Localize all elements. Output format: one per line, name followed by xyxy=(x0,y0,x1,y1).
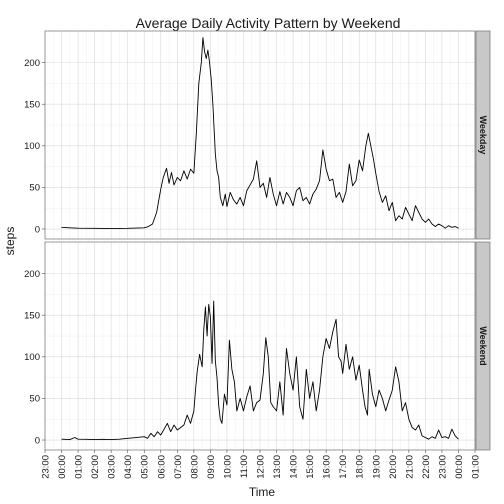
x-tick-label: 16:00 xyxy=(322,455,333,479)
y-tick-label: 50 xyxy=(29,394,40,405)
x-tick-label: 23:00 xyxy=(437,455,448,479)
x-tick-label: 19:00 xyxy=(371,455,382,479)
facet-strip-label: Weekend xyxy=(478,326,488,365)
x-tick-label: 14:00 xyxy=(289,455,300,479)
facet-strip xyxy=(475,30,491,240)
x-tick-label: 17:00 xyxy=(338,455,349,479)
y-tick-label: 200 xyxy=(24,58,40,69)
x-tick-label: 01:00 xyxy=(471,455,482,479)
x-tick-label: 11:00 xyxy=(239,455,250,478)
panel-border xyxy=(44,30,476,240)
facet-panels: 0 50 100 150 200 Weekday 0 50 100 150 200 Weekend xyxy=(24,30,491,451)
x-tick-label: 07:00 xyxy=(173,455,184,479)
x-tick-label: 09:00 xyxy=(206,455,217,479)
y-tick-label: 150 xyxy=(24,311,40,322)
facet-strip xyxy=(475,241,491,451)
x-tick-label: 13:00 xyxy=(272,455,283,479)
x-tick-label: 15:00 xyxy=(305,455,316,479)
x-tick-label: 02:00 xyxy=(90,455,101,479)
y-tick-label: 0 xyxy=(35,224,40,235)
y-tick-label: 100 xyxy=(24,352,40,363)
y-tick-label: 150 xyxy=(24,100,40,111)
x-tick-label: 00:00 xyxy=(57,455,68,479)
y-tick-label: 100 xyxy=(24,141,40,152)
x-tick-label: 08:00 xyxy=(189,455,200,479)
x-tick-label: 23:00 xyxy=(41,455,52,479)
x-tick-label: 01:00 xyxy=(74,455,85,479)
x-tick-label: 22:00 xyxy=(421,455,432,479)
x-tick-label: 00:00 xyxy=(454,455,465,479)
x-tick-label: 03:00 xyxy=(107,455,118,479)
series-line-weekend xyxy=(61,300,459,441)
x-tick-label: 21:00 xyxy=(404,455,415,479)
y-tick-label: 50 xyxy=(29,183,40,194)
series-line-weekday xyxy=(61,37,459,229)
y-tick-label: 0 xyxy=(35,435,40,446)
x-tick-label: 05:00 xyxy=(140,455,151,479)
x-axis: 23:00 00:00 01:00 02:00 03:00 04:00 05:00 06:00… xyxy=(41,450,482,479)
x-tick-label: 10:00 xyxy=(222,455,233,479)
x-tick-label: 20:00 xyxy=(388,455,399,479)
chart-title: Average Daily Activity Pattern by Weeken… xyxy=(136,15,401,31)
facet-panel-weekday: 0 50 100 150 200 Weekday xyxy=(24,30,491,240)
x-tick-label: 04:00 xyxy=(123,455,134,479)
facet-strip-label: Weekday xyxy=(478,116,488,155)
x-axis-title: Time xyxy=(249,485,276,499)
facet-panel-weekend: 0 50 100 150 200 Weekend xyxy=(24,241,491,451)
x-tick-label: 12:00 xyxy=(256,455,267,479)
x-tick-label: 18:00 xyxy=(355,455,366,479)
x-tick-label: 06:00 xyxy=(156,455,167,479)
y-axis-title: steps xyxy=(3,227,17,256)
y-tick-label: 200 xyxy=(24,269,40,280)
